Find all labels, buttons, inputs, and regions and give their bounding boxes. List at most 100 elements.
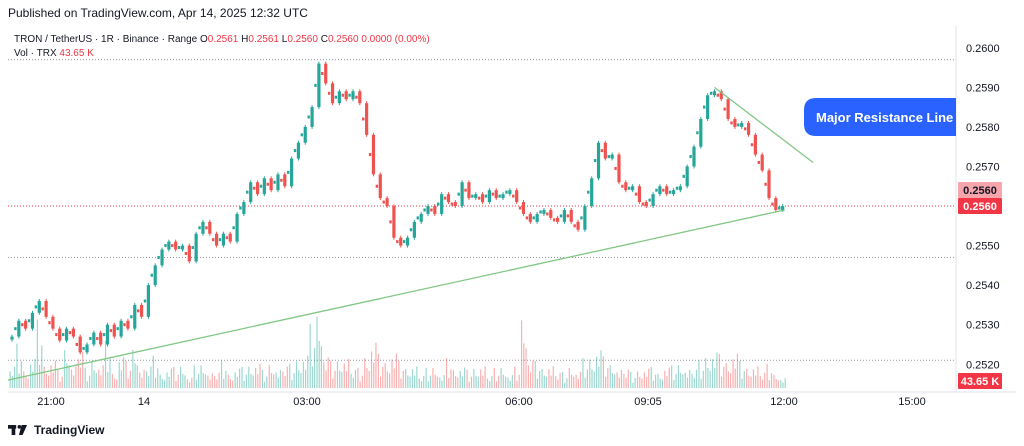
volume-bar (232, 380, 234, 388)
candle (583, 206, 587, 230)
volume-bar (284, 376, 286, 388)
volume-bar (750, 376, 752, 388)
volume-bar (166, 372, 168, 388)
volume-bar (409, 376, 411, 388)
volume-bar (393, 368, 395, 388)
candle (539, 210, 542, 214)
volume-bar (352, 377, 354, 388)
candle (426, 206, 430, 214)
volume-bar (618, 377, 620, 388)
volume-bar (170, 368, 172, 388)
volume-bar (139, 372, 141, 388)
volume-bar (570, 374, 573, 388)
candle (228, 233, 232, 242)
volume-bar (357, 367, 359, 388)
x-tick-label: 14 (138, 396, 150, 408)
volume-bar (129, 370, 132, 388)
volume-bar (207, 375, 209, 388)
volume-bar (270, 373, 273, 388)
volume-bar (698, 359, 700, 388)
volume-bar (457, 377, 459, 388)
change-value: 0.0000 (0.00%) (361, 34, 430, 45)
volume-bar (214, 376, 216, 388)
candle (508, 190, 512, 195)
volume-bar (168, 377, 170, 388)
candle (358, 91, 362, 104)
candle (235, 213, 239, 242)
candle (92, 332, 96, 345)
volume-bar (623, 373, 625, 388)
volume-bar (88, 375, 91, 388)
candle (764, 182, 767, 186)
volume-legend-label[interactable]: Vol · TRX (14, 48, 57, 59)
candle (351, 91, 355, 100)
volume-bar (375, 342, 377, 388)
volume-bar (723, 366, 725, 388)
y-tick-label: 0.2530 (966, 320, 1000, 332)
candle (471, 194, 474, 198)
candle (385, 198, 389, 207)
y-tick-label: 0.2580 (966, 122, 1000, 134)
volume-bar (691, 373, 693, 388)
volume-bar (636, 371, 639, 388)
volume-bar (536, 378, 539, 388)
candle (191, 246, 194, 250)
candle (341, 93, 344, 97)
volume-bar (100, 375, 102, 388)
candle (521, 202, 526, 214)
volume-bar (302, 361, 304, 388)
candle (600, 149, 604, 153)
volume-bar (161, 379, 163, 388)
candle (82, 346, 85, 350)
resistance-callout[interactable]: Major Resistance Line (804, 98, 956, 136)
volume-bar (364, 358, 366, 388)
volume-bar (143, 369, 145, 388)
candle (430, 208, 433, 212)
volume-bar (577, 378, 579, 388)
candle (198, 226, 201, 230)
candle (273, 180, 276, 184)
volume-bar (416, 366, 418, 388)
volume-bar (579, 371, 582, 388)
volume-bar (770, 373, 773, 388)
volume-bar (500, 368, 502, 388)
volume-bar (461, 376, 464, 388)
volume-bar (695, 369, 698, 388)
volume-bar (177, 374, 179, 388)
candle (105, 324, 110, 345)
volume-bar (279, 369, 282, 388)
candle (136, 309, 140, 313)
volume-bar (543, 375, 545, 388)
chart-legend: TRON / TetherUS · 1R · Binance · Range O… (14, 33, 430, 61)
volume-bar (159, 374, 161, 388)
volume-bar (304, 369, 307, 388)
candle (477, 196, 481, 200)
candle (143, 299, 147, 303)
volume-bar (234, 372, 236, 388)
candle (290, 158, 294, 187)
candle (740, 122, 744, 127)
volume-bar (532, 360, 534, 388)
volume-bar (120, 370, 123, 388)
volume-bar (434, 374, 436, 388)
candle (453, 202, 457, 207)
volume-legend-value: 43.65 K (59, 48, 94, 59)
candle (300, 133, 304, 137)
volume-bar (711, 359, 714, 388)
footer-brand[interactable]: TradingView (8, 423, 104, 437)
volume-bar (400, 378, 402, 388)
volume-bar (568, 368, 570, 388)
candle (668, 190, 672, 194)
volume-bar (61, 376, 63, 388)
volume-axis-label: 43.65 K (961, 376, 1000, 388)
volume-bar (482, 375, 484, 388)
volume-bar (27, 378, 29, 388)
candle (726, 99, 730, 119)
candle (249, 182, 253, 203)
symbol-label[interactable]: TRON / TetherUS · 1R · Binance · Range (14, 34, 198, 45)
candle (116, 327, 119, 331)
candle (423, 208, 426, 212)
candle (317, 63, 321, 108)
volume-bar (195, 380, 198, 388)
